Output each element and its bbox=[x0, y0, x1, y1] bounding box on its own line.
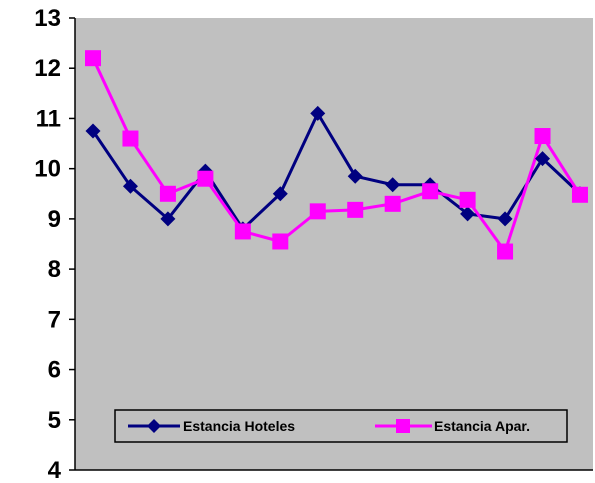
data-point bbox=[197, 170, 214, 187]
data-point bbox=[160, 211, 176, 227]
data-point bbox=[122, 178, 138, 194]
y-tick-label: 13 bbox=[34, 5, 61, 32]
data-point bbox=[422, 183, 439, 200]
y-tick-label: 8 bbox=[48, 256, 61, 283]
legend-label-hoteles: Estancia Hoteles bbox=[183, 418, 295, 434]
legend-box bbox=[114, 409, 568, 443]
data-point bbox=[309, 203, 326, 220]
y-axis-ticks: 4 5 6 7 8 9 10 11 12 13 bbox=[34, 5, 75, 483]
data-point bbox=[272, 233, 289, 250]
data-point bbox=[384, 195, 401, 212]
data-point bbox=[497, 243, 514, 260]
legend-label-apar: Estancia Apar. bbox=[434, 418, 530, 434]
y-tick-label: 11 bbox=[36, 105, 61, 132]
legend-marker-hoteles bbox=[147, 419, 161, 433]
data-point bbox=[310, 105, 326, 121]
legend: Estancia Hoteles Estancia Apar. bbox=[114, 409, 568, 443]
data-point bbox=[534, 128, 551, 145]
data-point bbox=[234, 223, 251, 240]
legend-marker-apar bbox=[396, 419, 410, 433]
data-point bbox=[535, 151, 551, 167]
data-point bbox=[159, 185, 176, 202]
data-point bbox=[385, 177, 401, 193]
y-tick-label: 7 bbox=[48, 306, 61, 333]
data-point bbox=[85, 123, 101, 139]
data-point bbox=[272, 186, 288, 202]
data-point bbox=[571, 186, 588, 203]
data-point bbox=[459, 191, 476, 208]
y-tick-label: 5 bbox=[48, 407, 61, 434]
y-tick-label: 6 bbox=[48, 357, 61, 384]
y-tick-label: 9 bbox=[48, 206, 61, 233]
data-point bbox=[347, 201, 364, 218]
data-point bbox=[347, 168, 363, 184]
y-tick-label: 10 bbox=[34, 156, 61, 183]
series-layer bbox=[85, 50, 588, 260]
y-tick-label: 4 bbox=[48, 457, 62, 483]
y-tick-label: 12 bbox=[34, 55, 61, 82]
plot-area bbox=[75, 18, 593, 470]
data-point bbox=[460, 206, 476, 222]
data-point bbox=[497, 211, 513, 227]
data-point bbox=[85, 50, 101, 67]
data-point bbox=[122, 130, 139, 147]
